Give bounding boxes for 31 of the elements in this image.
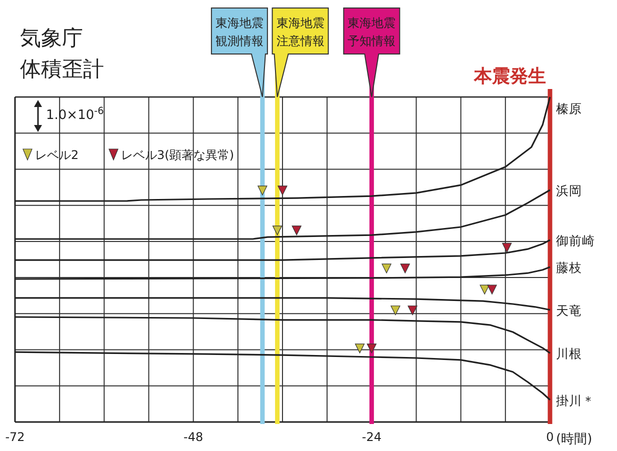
ref-line-label: 東海地震予知情報 xyxy=(348,16,396,48)
x-tick-label: -24 xyxy=(362,430,382,444)
point xyxy=(272,226,282,236)
series-label: 浜岡 xyxy=(556,182,582,198)
series-label: 掛川＊ xyxy=(556,392,595,408)
point xyxy=(382,264,392,274)
chart-subtitle: 体積歪計 xyxy=(20,57,104,81)
ref-line-label: 東海地震注意情報 xyxy=(276,16,324,48)
point xyxy=(400,264,410,274)
x-tick-label: -48 xyxy=(184,430,204,444)
point xyxy=(480,284,490,294)
x-tick-label: -72 xyxy=(5,430,25,444)
point xyxy=(390,306,400,316)
x-tick-label: 0 xyxy=(546,430,554,444)
ref-line-label: 東海地震観測情報 xyxy=(215,16,264,48)
point xyxy=(292,226,302,236)
point xyxy=(258,186,268,196)
series-label: 藤枝 xyxy=(556,260,582,275)
point xyxy=(278,186,288,196)
series-label: 御前崎 xyxy=(556,233,595,248)
chart-title: 気象庁 xyxy=(20,26,83,50)
point xyxy=(502,242,512,252)
series-label: 榛原 xyxy=(556,101,582,116)
series-label: 天竜 xyxy=(556,302,582,318)
point xyxy=(354,344,365,354)
point xyxy=(366,344,376,354)
point xyxy=(487,284,497,294)
series-label: 川根 xyxy=(556,346,582,362)
x-axis-title: (時間) xyxy=(556,432,592,447)
ref-line-label: 本震発生 xyxy=(473,66,546,87)
point xyxy=(408,306,418,316)
